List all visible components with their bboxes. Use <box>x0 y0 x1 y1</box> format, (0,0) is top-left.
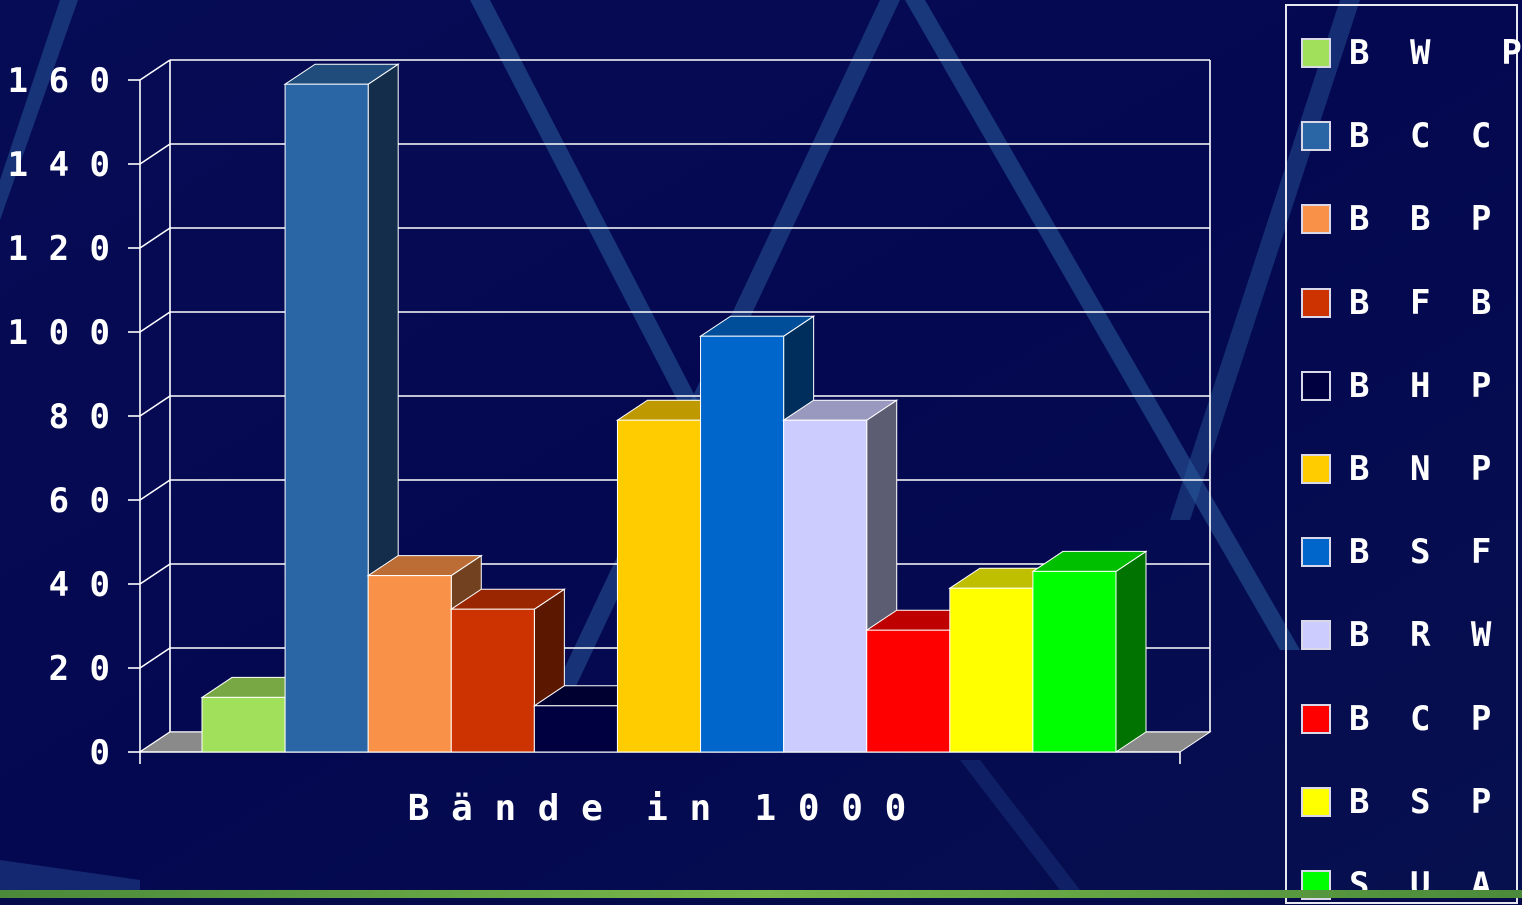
legend-item: B H P <box>1301 365 1502 406</box>
y-tick-label: 4 0 <box>49 565 110 605</box>
grid-depth-line <box>139 311 171 333</box>
legend-swatch <box>1301 703 1331 734</box>
legend-item: B R W P <box>1301 615 1522 656</box>
y-tick-label: 0 <box>90 733 110 773</box>
grid-depth-line <box>139 143 171 165</box>
x-axis-label: B ä n d e i n 1 0 0 0 <box>408 788 907 829</box>
grid-depth-line <box>139 563 171 585</box>
legend-item: B S P <box>1301 781 1502 822</box>
bar-front <box>367 575 452 753</box>
y-axis-ticks: 0 2 0 4 0 6 0 8 0 1 0 0 1 2 0 1 4 0 1 6 0 <box>8 61 140 773</box>
y-tick-label: 1 4 0 <box>8 145 110 185</box>
grid-depth-line <box>139 59 171 81</box>
legend-label: B N P <box>1349 449 1502 489</box>
grid-depth-line <box>139 479 171 501</box>
legend-label: B S P <box>1349 781 1502 822</box>
bar-front <box>949 587 1034 753</box>
legend-label: B R W P <box>1349 615 1502 656</box>
y-tick-label: 8 0 <box>49 397 110 437</box>
legend-swatch <box>1301 620 1331 651</box>
legend-swatch <box>1301 537 1331 568</box>
legend-item: B C P <box>1301 698 1502 739</box>
bar-sua <box>1031 550 1148 753</box>
legend-swatch <box>1301 287 1331 318</box>
legend-item: B W P <box>1301 33 1522 73</box>
legend-label: B C C <box>1349 116 1502 157</box>
bar-front <box>783 419 868 753</box>
legend-label: B W P <box>1349 33 1522 73</box>
legend-item: B N P <box>1301 449 1502 489</box>
bar-front <box>866 629 951 753</box>
bar-front <box>1032 570 1117 753</box>
bar-bfbp <box>449 588 567 753</box>
legend-label: B B P <box>1349 199 1502 240</box>
y-tick-label: 2 0 <box>49 649 110 689</box>
legend: B W P B C C B B P B F B P B H P B N P B S F B R… <box>1285 4 1522 905</box>
legend-swatch <box>1301 38 1331 68</box>
bar-front <box>284 83 369 753</box>
legend-item: B F B P <box>1301 282 1522 323</box>
bar-front <box>533 705 618 753</box>
bar-side <box>1115 550 1147 753</box>
legend-item: B C C <box>1301 116 1502 157</box>
legend-swatch <box>1301 204 1331 235</box>
y-tick-label: 1 0 0 <box>8 313 110 353</box>
bar-front <box>201 696 286 753</box>
legend-swatch <box>1301 454 1331 484</box>
grid-depth-line <box>139 395 171 417</box>
legend-label: B H P <box>1349 365 1502 406</box>
legend-item: B B P <box>1301 199 1502 240</box>
bottom-accent-bar <box>0 890 1522 898</box>
bars <box>200 63 1148 753</box>
legend-item: B S F <box>1301 532 1502 573</box>
bar-front <box>450 608 535 753</box>
legend-swatch <box>1301 786 1331 817</box>
y-tick-label: 6 0 <box>49 481 110 521</box>
legend-label: B S F <box>1349 532 1502 573</box>
y-tick-label: 1 6 0 <box>8 61 110 101</box>
bar-front <box>616 419 702 753</box>
y-tick-label: 1 2 0 <box>8 229 110 269</box>
legend-swatch <box>1301 370 1331 401</box>
grid-depth-line <box>139 647 171 669</box>
legend-swatch <box>1301 121 1331 152</box>
legend-label: B C P <box>1349 698 1502 739</box>
bar-brwp <box>781 399 899 753</box>
grid-depth-line <box>139 227 171 249</box>
legend-label: B F B P <box>1349 282 1502 323</box>
legend-label: S U A <box>1349 865 1502 905</box>
bar-front <box>700 335 785 753</box>
